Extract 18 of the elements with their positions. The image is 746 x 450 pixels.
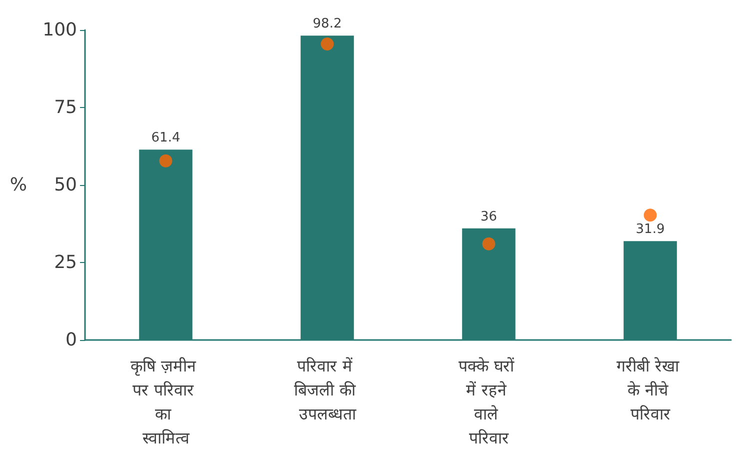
y-tick-label: 100 (42, 20, 77, 40)
y-tick-label: 0 (66, 330, 77, 350)
point (482, 237, 496, 250)
y-axis-title: % (10, 174, 27, 196)
point (644, 208, 657, 222)
x-tick-label: परिवार में बिजली की उपलब्धता (294, 356, 360, 424)
x-tick-label: गरीबी रेखा के नीचे परिवार (616, 356, 684, 424)
y-tick-label: 50 (54, 174, 77, 196)
data-label: 31.9 (636, 222, 665, 238)
point (320, 37, 334, 50)
x-tick-label: पक्के घरों में रहने वाले परिवार (458, 356, 519, 448)
data-label: 36 (480, 209, 498, 224)
point (159, 154, 172, 168)
data-label: 98.2 (312, 16, 342, 32)
data-label: 61.4 (151, 130, 180, 146)
y-tick-label: 75 (54, 97, 77, 118)
y-tick-label: 25 (54, 252, 77, 273)
x-tick-label: कृषि ज़मीन पर परिवार का स्वामित्व (130, 356, 201, 448)
